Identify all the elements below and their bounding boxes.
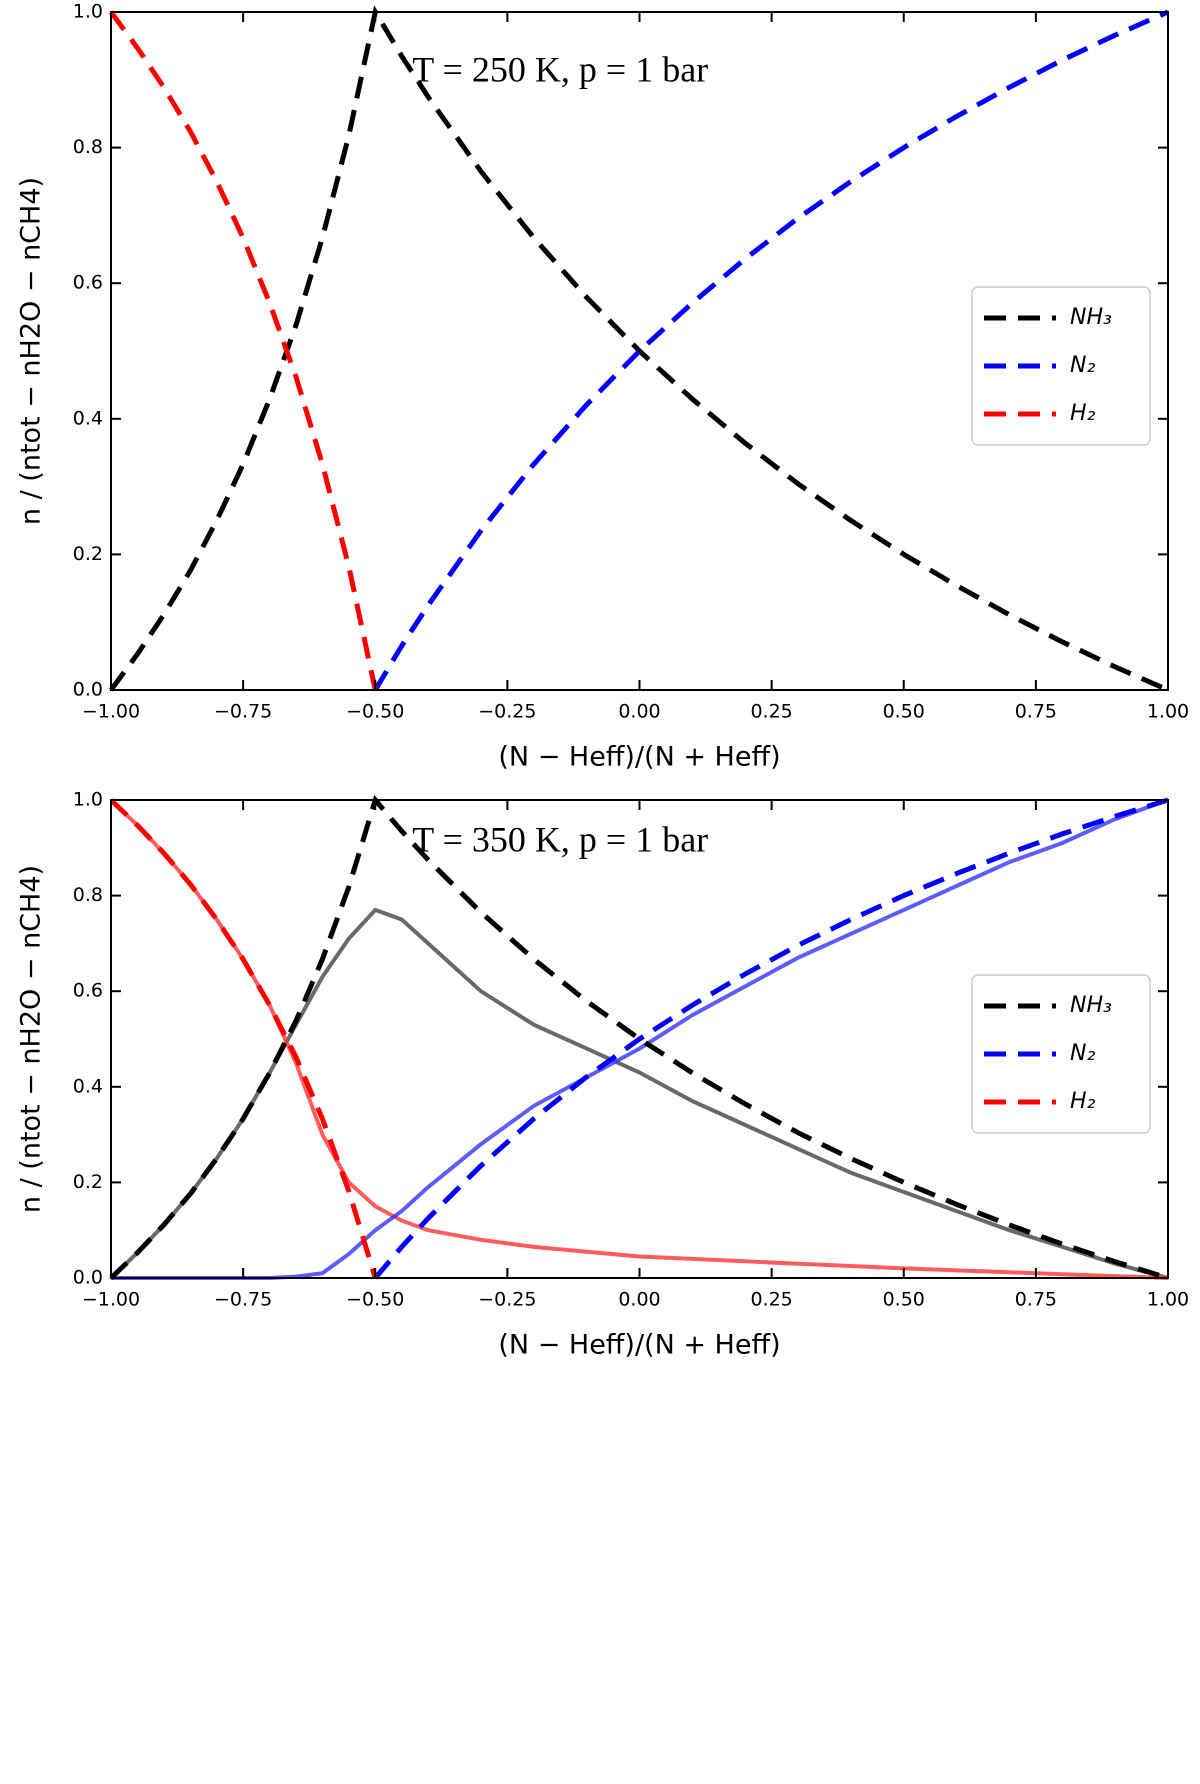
x-tick-label: −0.50 xyxy=(346,701,404,723)
x-tick-label: 0.00 xyxy=(618,1289,660,1311)
y-tick-label: 0.6 xyxy=(73,272,103,294)
legend-label: H₂ xyxy=(1070,1089,1096,1114)
annotation: T = 350 K, p = 1 bar xyxy=(412,819,708,859)
legend-label: N₂ xyxy=(1070,353,1095,378)
series-line xyxy=(109,794,1169,1281)
y-tick-label: 0.0 xyxy=(73,1267,103,1289)
x-tick-label: 0.75 xyxy=(1015,1289,1057,1311)
y-tick-label: 0.4 xyxy=(73,1075,103,1097)
x-tick-label: −1.00 xyxy=(82,1289,140,1311)
x-tick-label: 0.50 xyxy=(883,1289,925,1311)
y-axis-label: n / (ntot − nH2O − nCH4) xyxy=(16,865,47,1213)
series-line xyxy=(108,10,378,691)
legend-label: NH₃ xyxy=(1070,305,1112,330)
annotation: T = 250 K, p = 1 bar xyxy=(412,49,708,89)
x-tick-label: 0.00 xyxy=(618,701,660,723)
series-line xyxy=(373,797,1169,1280)
y-tick-label: 0.2 xyxy=(73,543,103,565)
x-tick-label: 0.25 xyxy=(750,701,792,723)
y-tick-label: 1.0 xyxy=(73,1,103,23)
x-axis-label: (N − Heff)/(N + Heff) xyxy=(498,1330,780,1361)
x-tick-label: −1.00 xyxy=(82,701,140,723)
x-tick-label: 1.00 xyxy=(1147,701,1189,723)
x-tick-label: 0.25 xyxy=(750,1289,792,1311)
y-axis-label: n / (ntot − nH2O − nCH4) xyxy=(16,177,47,525)
y-tick-label: 0.8 xyxy=(73,884,103,906)
x-tick-label: 0.75 xyxy=(1015,701,1057,723)
x-axis-label: (N − Heff)/(N + Heff) xyxy=(498,742,780,773)
series-line xyxy=(109,798,378,1279)
x-tick-label: −0.75 xyxy=(214,701,272,723)
legend-label: N₂ xyxy=(1070,1041,1095,1066)
legend-label: NH₃ xyxy=(1070,993,1112,1018)
x-tick-label: −0.75 xyxy=(214,1289,272,1311)
y-tick-label: 0.0 xyxy=(73,679,103,701)
legend-label: H₂ xyxy=(1070,401,1096,426)
x-tick-label: 1.00 xyxy=(1147,1289,1189,1311)
legend-box xyxy=(971,974,1151,1134)
series-line xyxy=(108,5,1170,693)
y-tick-label: 0.2 xyxy=(73,1171,103,1193)
y-tick-label: 0.6 xyxy=(73,980,103,1002)
legend-box xyxy=(971,286,1151,446)
y-tick-label: 0.4 xyxy=(73,407,103,429)
y-tick-label: 1.0 xyxy=(73,789,103,811)
x-tick-label: 0.50 xyxy=(883,701,925,723)
y-tick-label: 0.8 xyxy=(73,136,103,158)
x-tick-label: −0.25 xyxy=(478,1289,536,1311)
x-tick-label: −0.50 xyxy=(346,1289,404,1311)
x-tick-label: −0.25 xyxy=(478,701,536,723)
